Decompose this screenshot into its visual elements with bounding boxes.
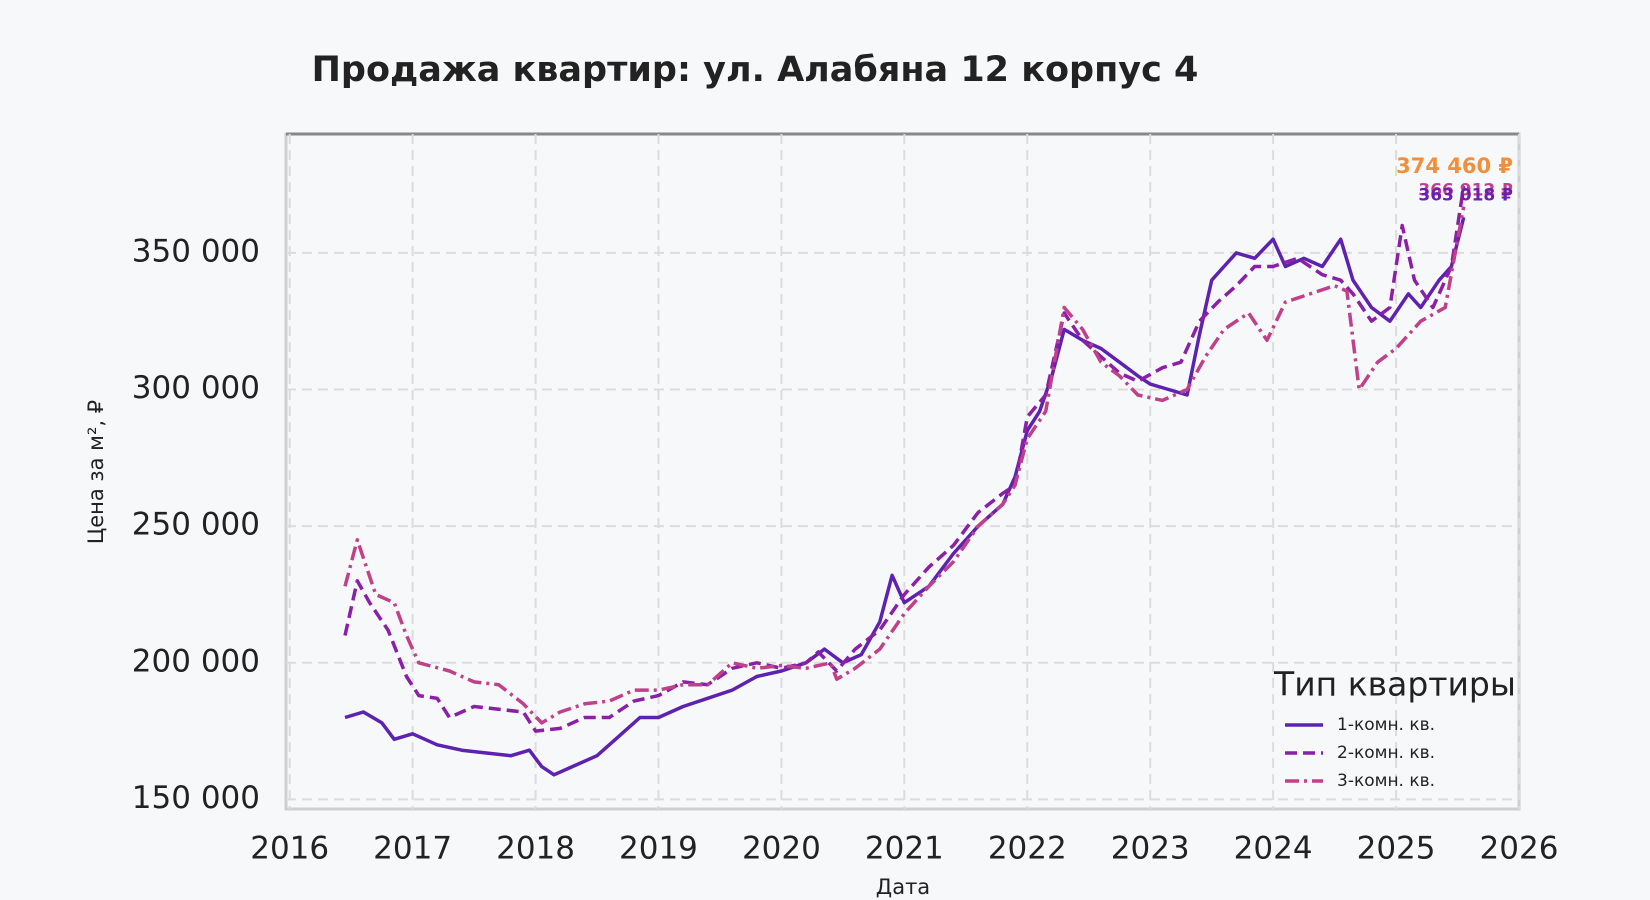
x-tick-label: 2016 (250, 831, 329, 867)
x-tick-label: 2023 (1111, 831, 1190, 867)
legend-label: 2-комн. кв. (1337, 743, 1435, 763)
plot-area (284, 132, 1521, 811)
series-line (343, 185, 1466, 733)
x-tick-label: 2019 (619, 831, 698, 867)
value-annotation: 374 460 ₽ (1396, 154, 1513, 178)
y-tick-label: 350 000 (132, 233, 260, 269)
series-line (343, 206, 1466, 725)
y-tick-label: 200 000 (132, 643, 260, 679)
series-line (344, 216, 1466, 777)
x-tick-label: 2021 (865, 831, 944, 867)
legend-label: 1-комн. кв. (1337, 715, 1435, 735)
y-tick-label: 150 000 (132, 780, 260, 816)
y-axis-label: Цена за м², ₽ (84, 400, 108, 544)
y-tick-label: 300 000 (132, 370, 260, 406)
x-tick-label: 2022 (988, 831, 1067, 867)
legend-title: Тип квартиры (1273, 665, 1516, 704)
x-tick-label: 2017 (373, 831, 452, 867)
x-tick-label: 2024 (1234, 831, 1313, 867)
legend-label: 3-комн. кв. (1337, 771, 1435, 791)
value-annotation: 363 018 ₽ (1418, 185, 1513, 205)
y-tick-label: 250 000 (132, 507, 260, 543)
x-axis-label: Дата (876, 875, 930, 899)
chart-title: Продажа квартир: ул. Алабяна 12 корпус 4 (312, 50, 1199, 90)
x-tick-label: 2018 (496, 831, 575, 867)
x-tick-label: 2025 (1357, 831, 1436, 867)
x-tick-label: 2026 (1480, 831, 1559, 867)
x-tick-label: 2020 (742, 831, 821, 867)
value-annotation: 366 912 ₽ (1418, 181, 1513, 201)
